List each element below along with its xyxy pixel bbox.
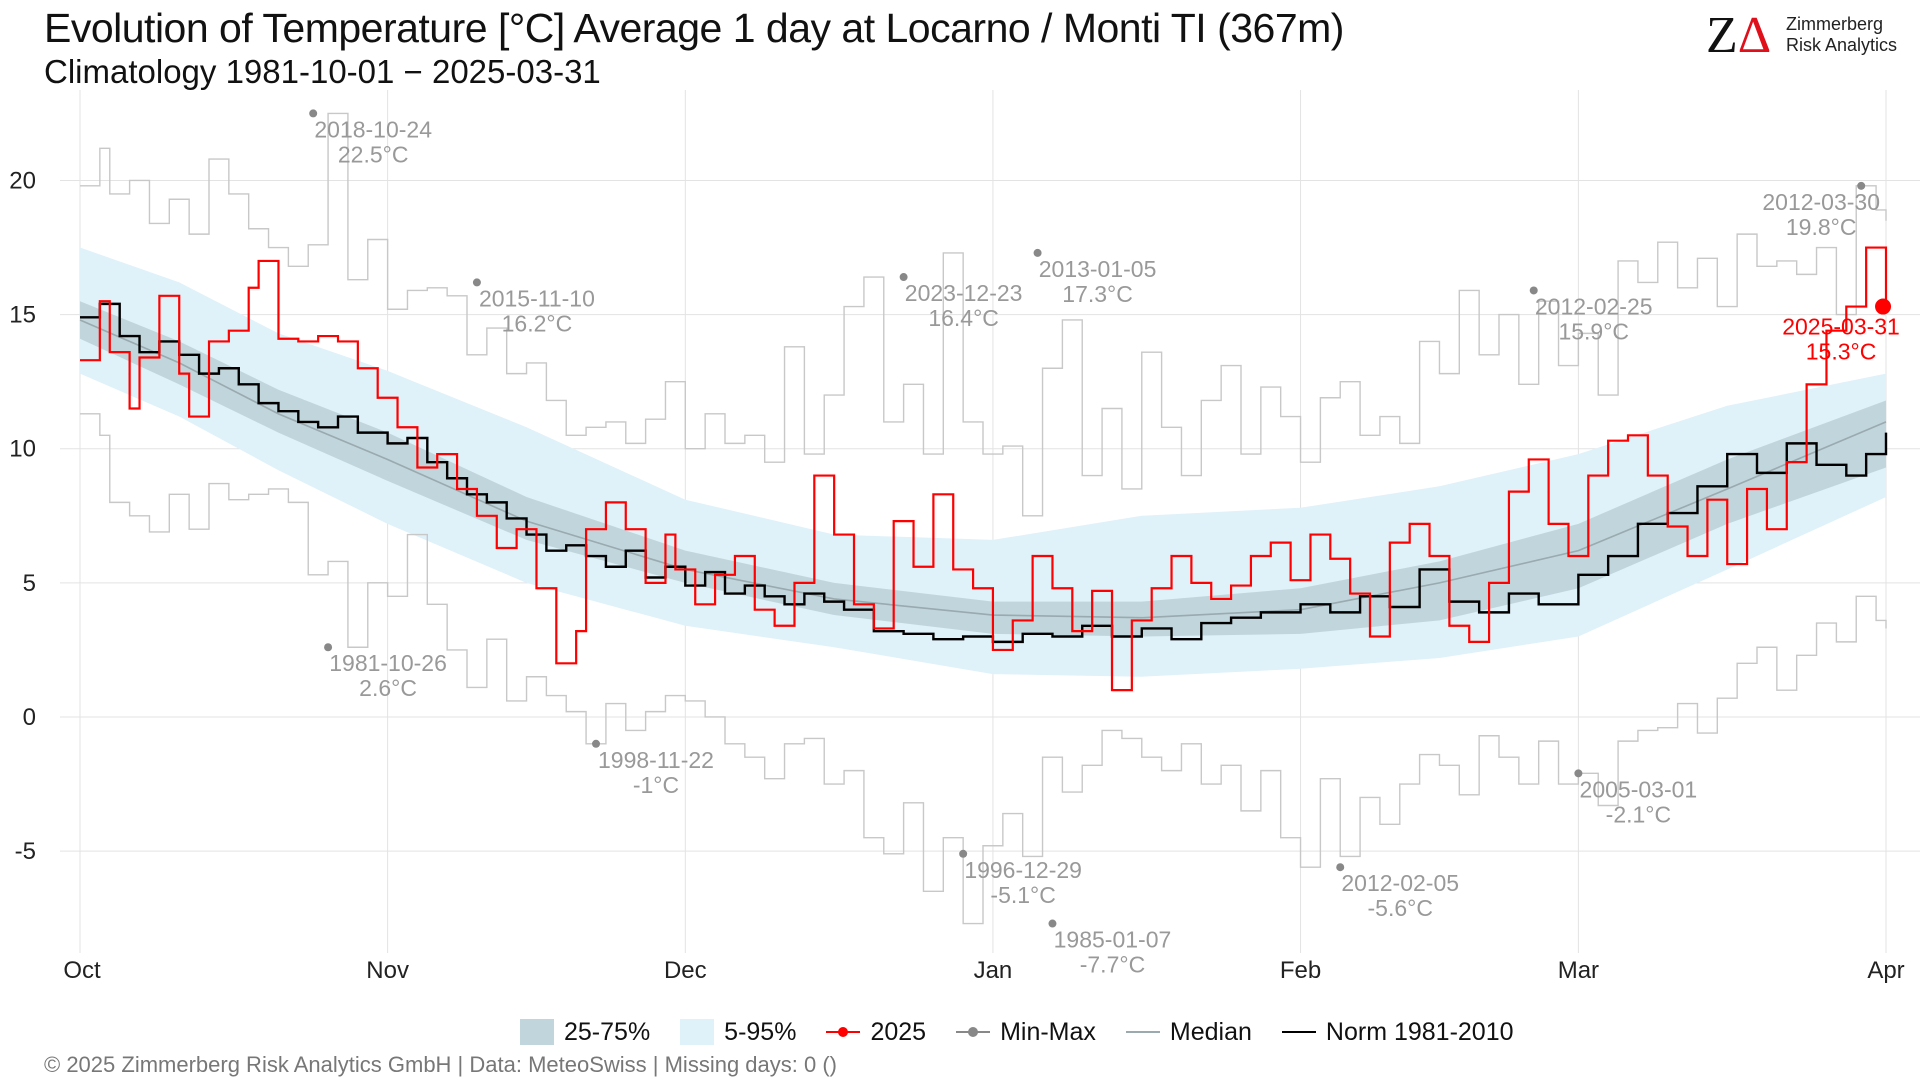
legend-swatch-icon bbox=[520, 1019, 554, 1045]
annotation-date: 1985-01-07 bbox=[1054, 927, 1172, 953]
legend-label: 25-75% bbox=[564, 1017, 651, 1046]
annotation-date: 2012-02-25 bbox=[1535, 293, 1653, 319]
annotation-date: 1981-10-26 bbox=[329, 650, 447, 676]
annotation-value: 19.8°C bbox=[1786, 214, 1857, 240]
annotation-value: 2.6°C bbox=[359, 675, 417, 701]
legend-dot-icon bbox=[838, 1027, 849, 1037]
annotation-date: 2018-10-24 bbox=[314, 116, 432, 142]
temperature-chart: -5 0 5 10 15 20 Oct Nov Dec Jan Feb Mar Apr 2018-10-2… bbox=[9, 90, 1920, 984]
annotation-date: 2013-01-05 bbox=[1039, 256, 1157, 282]
legend-item: 25-75% bbox=[520, 1018, 650, 1047]
extreme-point bbox=[1033, 248, 1042, 257]
logo-text: Zimmerberg Risk Analytics bbox=[1786, 14, 1897, 56]
x-tick-label: Nov bbox=[366, 957, 409, 984]
chart-subtitle: Climatology 1981-10-01 − 2025-03-31 bbox=[44, 53, 601, 90]
current-point bbox=[1875, 298, 1892, 315]
annotation-date: 1998-11-22 bbox=[598, 747, 714, 773]
x-tick-label: Dec bbox=[664, 957, 707, 984]
legend-swatch-icon bbox=[680, 1019, 715, 1045]
series-2025-line bbox=[80, 246, 1888, 692]
annotation-value: 15.9°C bbox=[1558, 318, 1629, 344]
logo-line1: Zimmerberg bbox=[1786, 14, 1884, 34]
annotation-date: 2005-03-01 bbox=[1580, 776, 1698, 802]
legend: 25-75% 5-95% 2025 Min-Max Median Norm 1981-20… bbox=[520, 1016, 1544, 1048]
legend-swatch-icon bbox=[956, 1027, 991, 1037]
annotation-value: -5.1°C bbox=[990, 882, 1055, 908]
extreme-point bbox=[1529, 286, 1538, 295]
annotation-value: 22.5°C bbox=[338, 141, 409, 167]
legend-swatch-icon bbox=[1125, 1031, 1160, 1033]
series-max-line bbox=[80, 112, 1887, 517]
extreme-point bbox=[472, 278, 481, 287]
legend-item: 2025 bbox=[826, 1018, 926, 1047]
extreme-point bbox=[1048, 919, 1057, 928]
annotation-value: -5.6°C bbox=[1368, 895, 1433, 921]
legend-item: Norm 1981-2010 bbox=[1281, 1017, 1514, 1047]
annotation-value: 15.3°C bbox=[1806, 339, 1877, 365]
legend-item: 5-95% bbox=[680, 1018, 796, 1047]
y-tick-label: 20 bbox=[9, 167, 36, 194]
legend-label: 2025 bbox=[870, 1017, 927, 1046]
band-25-75 bbox=[80, 301, 1886, 637]
annotation-date: 2023-12-23 bbox=[905, 280, 1023, 306]
series-min-line bbox=[80, 413, 1887, 925]
legend-swatch-icon bbox=[1281, 1031, 1316, 1033]
legend-item: Min-Max bbox=[956, 1018, 1096, 1047]
legend-swatch-icon bbox=[826, 1027, 861, 1037]
legend-item: Median bbox=[1125, 1017, 1252, 1047]
x-tick-label: Jan bbox=[974, 957, 1013, 984]
annotation-value: -1°C bbox=[633, 772, 679, 798]
footer-credit: © 2025 Zimmerberg Risk Analytics GmbH | … bbox=[44, 1052, 837, 1077]
annotation-value: -7.7°C bbox=[1080, 952, 1145, 978]
y-tick-label: -5 bbox=[15, 838, 36, 865]
annotation-value: 16.4°C bbox=[928, 305, 999, 331]
extreme-point bbox=[324, 643, 333, 652]
y-tick-label: 10 bbox=[9, 436, 36, 463]
legend-label: Min-Max bbox=[1000, 1017, 1096, 1046]
y-tick-label: 0 bbox=[23, 704, 36, 731]
annotation-value: 16.2°C bbox=[502, 310, 573, 336]
legend-label: 5-95% bbox=[724, 1017, 797, 1046]
legend-label: Norm 1981-2010 bbox=[1325, 1017, 1514, 1046]
extreme-point bbox=[1336, 863, 1345, 872]
annotation-date: 2025-03-31 bbox=[1782, 314, 1900, 340]
legend-label: Median bbox=[1169, 1017, 1252, 1046]
x-tick-label: Feb bbox=[1280, 957, 1321, 984]
extreme-point bbox=[309, 109, 318, 118]
annotation-value: -2.1°C bbox=[1606, 801, 1671, 827]
y-tick-label: 5 bbox=[23, 570, 36, 597]
annotation-value: 17.3°C bbox=[1062, 281, 1133, 307]
chart-title: Evolution of Temperature [°C] Average 1 … bbox=[44, 5, 1344, 51]
annotation-date: 1996-12-29 bbox=[964, 857, 1082, 883]
extreme-point bbox=[592, 739, 600, 748]
annotation-date: 2012-02-05 bbox=[1341, 870, 1459, 896]
extreme-point bbox=[1857, 181, 1866, 190]
x-tick-label: Apr bbox=[1867, 957, 1904, 984]
annotation-date: 2015-11-10 bbox=[479, 285, 595, 311]
x-tick-label: Oct bbox=[63, 957, 101, 984]
extreme-point bbox=[899, 273, 908, 282]
extreme-point bbox=[1574, 769, 1583, 778]
annotation-date: 2012-03-30 bbox=[1762, 189, 1880, 215]
series-norm-line bbox=[80, 302, 1888, 644]
y-tick-label: 15 bbox=[9, 302, 36, 329]
logo-line2: Risk Analytics bbox=[1786, 35, 1898, 55]
logo-mark-icon: ZΔ bbox=[1706, 7, 1772, 64]
series-median-line bbox=[79, 319, 1887, 619]
logo: ZΔ Zimmerberg Risk Analytics bbox=[1706, 8, 1906, 64]
extreme-point bbox=[959, 849, 968, 858]
legend-dot-icon bbox=[968, 1027, 979, 1037]
x-tick-label: Mar bbox=[1558, 957, 1599, 984]
